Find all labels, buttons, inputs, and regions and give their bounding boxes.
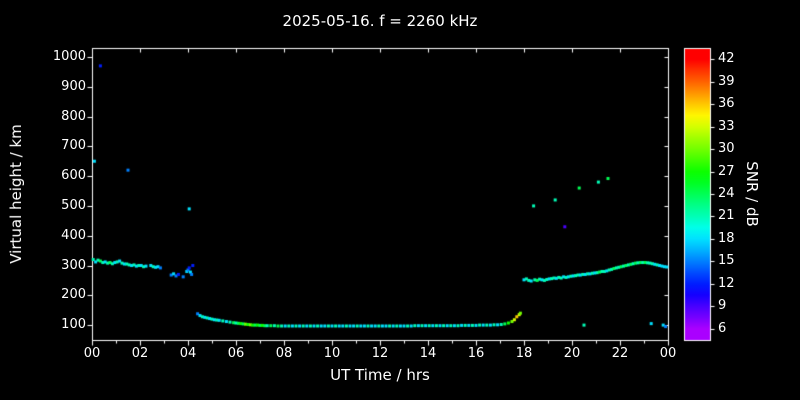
tick-label: 21 xyxy=(718,208,735,223)
tick-label: 27 xyxy=(718,164,735,179)
tick-label: 200 xyxy=(61,287,86,302)
tick-label: 14 xyxy=(419,346,437,361)
tick-label: 36 xyxy=(718,96,735,111)
tick-label: 39 xyxy=(718,74,735,89)
tick-label: 33 xyxy=(718,119,735,134)
y-axis-label: Virtual height / km xyxy=(7,124,25,264)
tick-label: 1000 xyxy=(52,49,86,64)
tick-label: 24 xyxy=(718,186,735,201)
tick-label: 6 xyxy=(718,321,727,336)
tick-label: 10 xyxy=(323,346,341,361)
tick-label: 400 xyxy=(61,228,86,243)
tick-label: 02 xyxy=(131,346,149,361)
x-axis-label: UT Time / hrs xyxy=(330,366,430,384)
tick-label: 100 xyxy=(61,317,86,332)
tick-label: 900 xyxy=(61,79,86,94)
tick-label: 500 xyxy=(61,198,86,213)
tick-label: 12 xyxy=(718,276,735,291)
tick-label: 9 xyxy=(718,298,727,313)
tick-label: 04 xyxy=(179,346,197,361)
tick-label: 15 xyxy=(718,253,735,268)
tick-label: 42 xyxy=(718,51,735,66)
tick-label: 16 xyxy=(467,346,485,361)
tick-label: 700 xyxy=(61,138,86,153)
tick-label: 00 xyxy=(83,346,101,361)
chart-title: 2025-05-16. f = 2260 kHz xyxy=(282,12,478,30)
tick-label: 18 xyxy=(515,346,533,361)
tick-label: 800 xyxy=(61,109,86,124)
tick-label: 22 xyxy=(611,346,629,361)
tick-label: 12 xyxy=(371,346,389,361)
tick-label: 18 xyxy=(718,231,735,246)
tick-label: 30 xyxy=(718,141,735,156)
tick-label: 00 xyxy=(659,346,677,361)
tick-label: 08 xyxy=(275,346,293,361)
tick-label: 300 xyxy=(61,258,86,273)
tick-label: 06 xyxy=(227,346,245,361)
tick-label: 20 xyxy=(563,346,581,361)
tick-label: 600 xyxy=(61,168,86,183)
